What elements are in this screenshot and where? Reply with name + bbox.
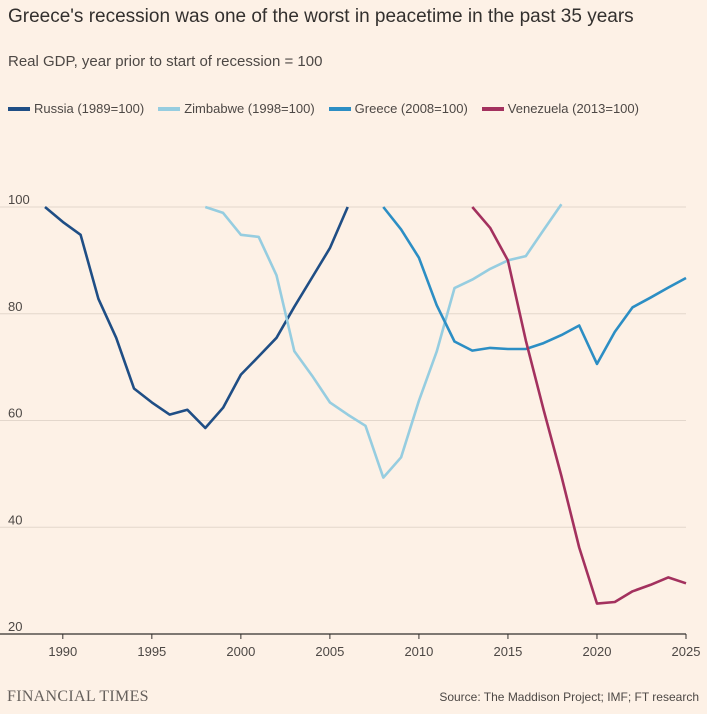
x-tick-label-2020: 2020 bbox=[583, 644, 612, 659]
legend-label-zimbabwe: Zimbabwe (1998=100) bbox=[184, 101, 315, 116]
legend-label-venezuela: Venezuela (2013=100) bbox=[507, 101, 639, 116]
x-tick-label-1995: 1995 bbox=[137, 644, 166, 659]
y-tick-label-20: 20 bbox=[8, 619, 22, 634]
source-note: Source: The Maddison Project; IMF; FT re… bbox=[439, 690, 699, 704]
legend-item-venezuela: Venezuela (2013=100) bbox=[481, 101, 639, 116]
x-tick-label-1990: 1990 bbox=[48, 644, 77, 659]
legend-swatch-russia bbox=[8, 106, 30, 111]
legend-swatch-venezuela bbox=[481, 106, 504, 111]
legend-item-greece: Greece (2008=100) bbox=[328, 101, 468, 116]
ft-brand-logo: FINANCIAL TIMES bbox=[7, 688, 149, 705]
chart-title: Greece's recession was one of the worst … bbox=[8, 6, 634, 27]
series-line-venezuela bbox=[471, 206, 687, 605]
y-tick-label-60: 60 bbox=[8, 406, 22, 421]
legend-swatch-greece bbox=[328, 106, 351, 111]
chart-legend: Russia (1989=100) Zimbabwe (1998=100) Gr… bbox=[8, 101, 639, 116]
chart-subtitle: Real GDP, year prior to start of recessi… bbox=[8, 53, 323, 70]
legend-item-russia: Russia (1989=100) bbox=[8, 101, 144, 116]
x-tick-label-2010: 2010 bbox=[404, 644, 433, 659]
y-tick-label-100: 100 bbox=[8, 192, 30, 207]
x-tick-label-2005: 2005 bbox=[315, 644, 344, 659]
legend-item-zimbabwe: Zimbabwe (1998=100) bbox=[158, 101, 315, 116]
y-tick-label-40: 40 bbox=[8, 512, 22, 527]
legend-label-russia: Russia (1989=100) bbox=[34, 101, 145, 116]
x-tick-label-2025: 2025 bbox=[672, 644, 701, 659]
y-tick-label-80: 80 bbox=[8, 299, 22, 314]
series-line-russia bbox=[44, 206, 349, 430]
x-tick-label-2000: 2000 bbox=[226, 644, 255, 659]
series-line-greece bbox=[382, 206, 687, 366]
series-line-zimbabwe bbox=[204, 203, 563, 479]
x-tick-label-2015: 2015 bbox=[493, 644, 522, 659]
legend-swatch-zimbabwe bbox=[158, 106, 181, 111]
legend-label-greece: Greece (2008=100) bbox=[354, 101, 468, 116]
